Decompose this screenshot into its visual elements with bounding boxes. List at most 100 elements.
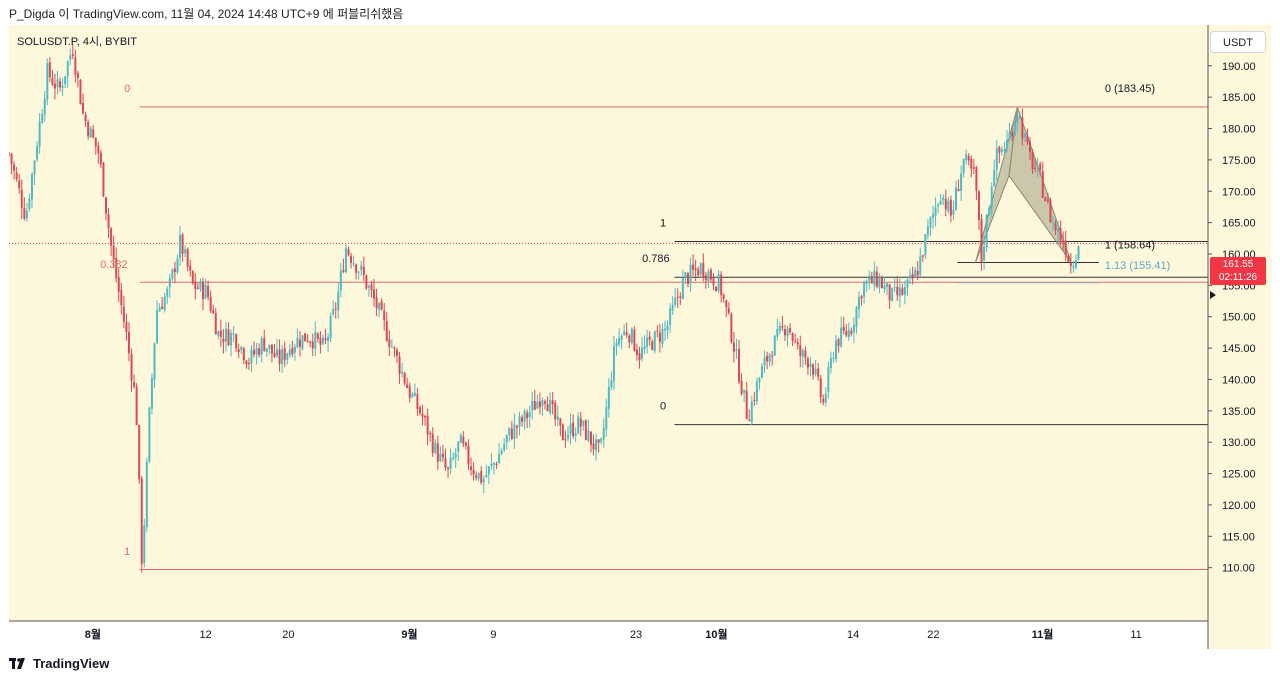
- candle-body: [311, 341, 314, 349]
- candle-body: [464, 442, 467, 446]
- candle-body: [842, 326, 845, 331]
- candle-body: [567, 434, 570, 439]
- candle-body: [115, 257, 118, 279]
- candle-body: [896, 286, 899, 296]
- candle-body: [1057, 228, 1060, 232]
- candle-body: [133, 381, 136, 387]
- candle-body: [186, 249, 189, 267]
- fib-label: 0: [660, 401, 666, 413]
- candle-body: [551, 400, 554, 405]
- candle-body: [135, 386, 138, 426]
- candle-body: [444, 458, 447, 468]
- candle-body: [145, 461, 148, 527]
- candle-body: [786, 328, 789, 337]
- candle-body: [1000, 149, 1003, 152]
- candle-body: [541, 400, 544, 406]
- candle-body: [837, 339, 840, 347]
- candle-body: [1026, 135, 1029, 143]
- candle-body: [919, 256, 922, 275]
- candle-body: [993, 170, 996, 187]
- currency-button[interactable]: USDT: [1210, 31, 1266, 53]
- candle-body: [758, 377, 761, 383]
- candle-body: [472, 469, 475, 475]
- candle-body: [480, 471, 483, 483]
- tradingview-logo[interactable]: TradingView: [9, 656, 109, 671]
- candle-body: [840, 327, 843, 347]
- candle-body: [554, 402, 557, 420]
- candle-body: [796, 342, 799, 345]
- candle-body: [53, 83, 56, 89]
- candle-body: [559, 418, 562, 426]
- x-tick-label: 10월: [705, 627, 727, 641]
- candle-body: [181, 234, 184, 254]
- symbol-label[interactable]: SOLUSDT.P, 4시, BYBIT: [17, 36, 137, 48]
- candle-body: [763, 357, 766, 366]
- candle-body: [1077, 246, 1080, 260]
- y-tick-label: 110.00: [1222, 563, 1255, 575]
- candle-body: [681, 277, 684, 300]
- candle-body: [436, 443, 439, 462]
- candle-body: [972, 167, 975, 169]
- candle-body: [237, 349, 240, 352]
- candle-body: [531, 401, 534, 411]
- candle-body: [1034, 167, 1037, 169]
- candle-body: [306, 341, 309, 343]
- candle-body: [835, 340, 838, 360]
- candle-body: [250, 349, 253, 364]
- candle-body: [671, 304, 674, 311]
- fib-label: 0: [124, 83, 130, 95]
- chart-panel[interactable]: 0 0.382 1 1 0.786 0 0 (183.45) 1 (158.64) 1.13 (…: [9, 25, 1271, 649]
- candle-body: [661, 329, 664, 344]
- candle-body: [783, 329, 786, 336]
- chart-background: [9, 25, 1271, 649]
- y-tick-label: 130.00: [1222, 437, 1256, 449]
- footer-brand: TradingView: [33, 656, 110, 671]
- candle-body: [883, 285, 886, 290]
- candle-body: [97, 145, 100, 154]
- candle-body: [38, 121, 41, 147]
- candle-body: [584, 420, 587, 440]
- candle-body: [217, 331, 220, 336]
- x-tick-label: 11월: [1032, 627, 1054, 641]
- candle-body: [505, 435, 508, 443]
- candle-body: [424, 415, 427, 418]
- candle-body: [370, 284, 373, 291]
- candle-body: [56, 79, 59, 88]
- candle-body: [605, 407, 608, 430]
- candle-body: [618, 338, 621, 345]
- candle-body: [276, 349, 279, 356]
- candle-body: [980, 219, 983, 262]
- candle-body: [125, 322, 128, 333]
- candle-body: [1044, 197, 1047, 202]
- candle-body: [985, 214, 988, 248]
- candle-body: [112, 245, 115, 260]
- candle-body: [694, 268, 697, 270]
- candle-body: [824, 393, 827, 403]
- candle-body: [199, 281, 202, 290]
- candle-body: [903, 287, 906, 295]
- candle-body: [449, 457, 452, 470]
- candle-body: [43, 98, 46, 115]
- candle-body: [224, 328, 227, 342]
- candle-body: [704, 275, 707, 281]
- candle-body: [949, 199, 952, 216]
- candle-body: [459, 434, 462, 443]
- x-tick-label: 8월: [85, 627, 101, 641]
- candle-body: [781, 325, 784, 328]
- candle-body: [375, 297, 378, 309]
- fib-label: 1 (158.64): [1105, 239, 1155, 251]
- candle-body: [546, 404, 549, 412]
- candle-body: [61, 85, 64, 88]
- bar-countdown: 02:11:26: [1218, 272, 1258, 283]
- candle-body: [1013, 123, 1016, 136]
- candle-body: [962, 158, 965, 174]
- candle-body: [1016, 116, 1019, 123]
- candle-body: [140, 478, 143, 565]
- candle-body: [1008, 132, 1011, 140]
- candle-body: [10, 153, 13, 165]
- candle-body: [18, 180, 21, 189]
- candle-body: [934, 207, 937, 216]
- candle-body: [117, 277, 120, 292]
- candle-body: [901, 288, 904, 295]
